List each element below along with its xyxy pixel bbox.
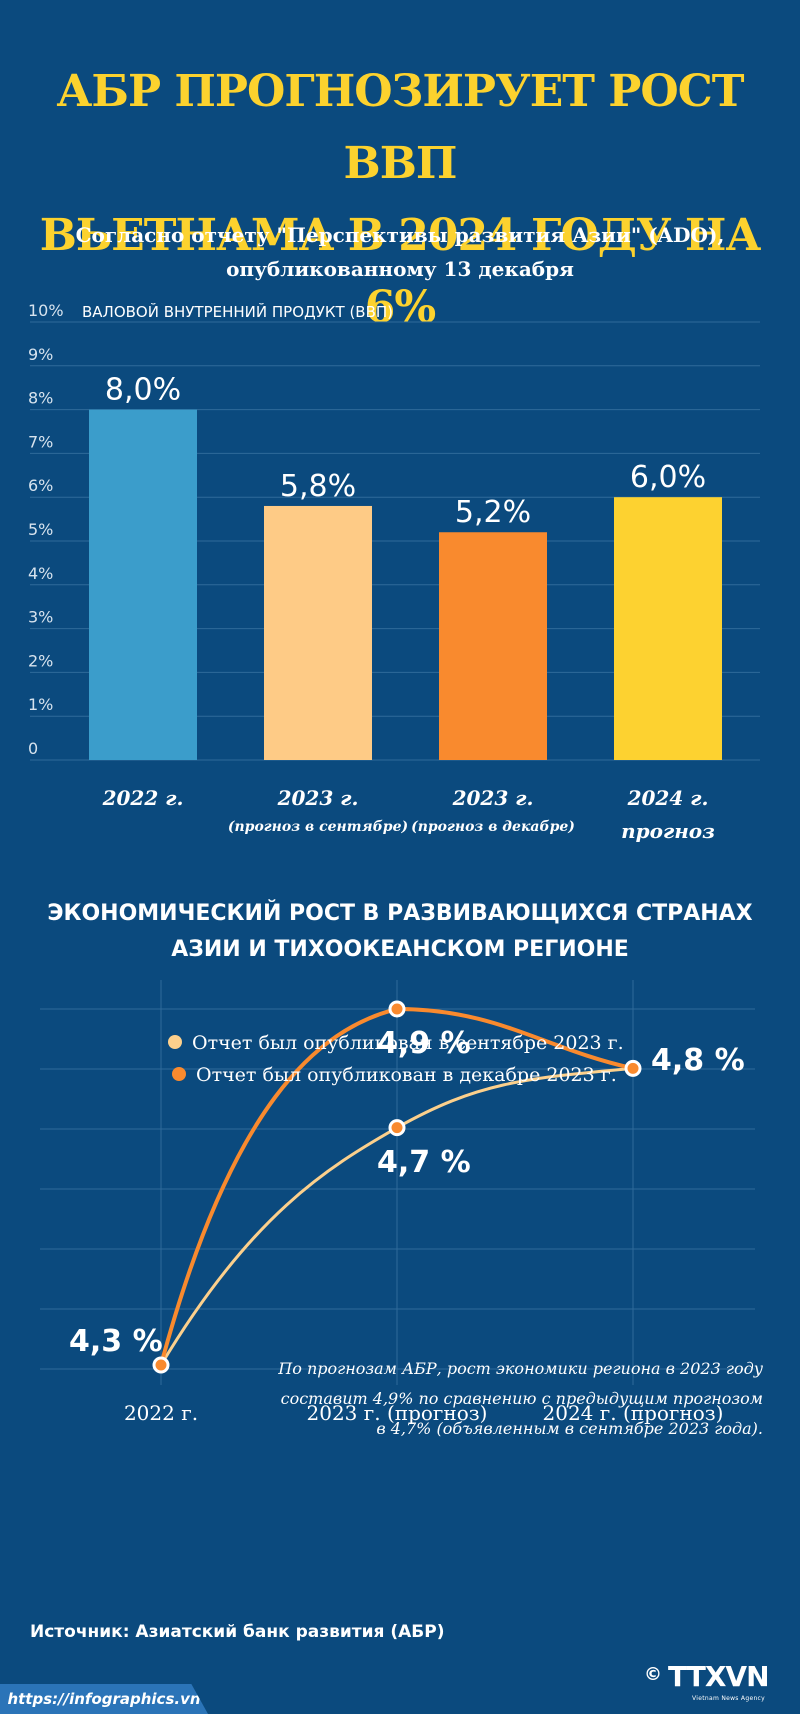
bar-ytick-label: 9%	[28, 345, 53, 364]
bar-1	[89, 410, 197, 760]
subtitle-line-1: Согласно отчету "Перспективы развития Аз…	[0, 218, 800, 252]
line-xtick-label: 2022 г.	[124, 1401, 198, 1425]
bar-ytick-label: 4%	[28, 564, 53, 583]
bar-ytick-label: 2%	[28, 651, 53, 670]
legend-label-september: Отчет был опубликован в сентябре 2023 г.	[192, 1032, 624, 1054]
point-2024	[626, 1061, 640, 1075]
bar-chart-title: ВАЛОВОЙ ВНУТРЕННИЙ ПРОДУКТ (ВВП)	[82, 302, 393, 321]
bar-category-sublabel: (прогноз в декабре)	[411, 819, 575, 835]
legend-item-september: Отчет был опубликован в сентябре 2023 г.	[168, 1028, 624, 1058]
note-line-1: По прогнозам АБР, рост экономики региона…	[230, 1354, 763, 1384]
bar-category-label: 2024 г.	[627, 786, 709, 810]
bar-ytick-label: 5%	[28, 520, 53, 539]
note-line-3: в 4,7% (объявленным в сентябре 2023 года…	[230, 1414, 763, 1444]
subtitle-line-2: опубликованному 13 декабря	[0, 252, 800, 286]
note-line-2: составит 4,9% по сравнению с предыдущим …	[230, 1384, 763, 1414]
point-label-2023-september: 4,7 %	[377, 1145, 471, 1180]
bar-2	[264, 506, 372, 760]
bar-value-label: 8,0%	[105, 373, 181, 408]
gdp-bar-chart: 0 1% 2% 3% 4% 5% 6% 7% 8% 9% 10% ВАЛОВОЙ ВНУТРЕННИЙ…	[0, 300, 800, 860]
point-label-2024: 4,8 %	[651, 1043, 745, 1078]
bar-value-label: 6,0%	[630, 460, 706, 495]
bar-3	[439, 532, 547, 760]
point-2023-september	[390, 1121, 404, 1135]
bar-category-label: 2022 г.	[102, 786, 184, 810]
bar-value-label: 5,2%	[455, 495, 531, 530]
bar-ytick-label: 1%	[28, 695, 53, 714]
legend-label-december: Отчет был опубликован в декабре 2023 г.	[196, 1064, 617, 1086]
regional-growth-line-chart: 4,3 %4,7 %4,9 % 4,8 %2022 г. 2023 г. (прог…	[0, 890, 800, 1550]
legend-item-december: Отчет был опубликован в декабре 2023 г.	[172, 1060, 617, 1090]
bar-ytick-label: 7%	[28, 432, 53, 451]
bar-ytick-label: 3%	[28, 608, 53, 627]
bar-ytick-label: 0	[28, 739, 38, 758]
forecast-note: По прогнозам АБР, рост экономики региона…	[230, 1354, 763, 1444]
bar-value-label: 5,8%	[280, 469, 356, 504]
page-subtitle: Согласно отчету "Перспективы развития Аз…	[0, 218, 800, 286]
bar-4	[614, 497, 722, 760]
bar-ytick-label: 10%	[28, 301, 64, 320]
legend-dot-september	[168, 1035, 182, 1049]
title-line-1: АБР ПРОГНОЗИРУЕТ РОСТ ВВП	[0, 56, 800, 200]
point-2022	[154, 1358, 168, 1372]
ttxvn-logo-subtitle: Vietnam News Agency	[692, 1695, 765, 1702]
bar-ytick-label: 6%	[28, 476, 53, 495]
source-text: Источник: Азиатский банк развития (АБР)	[30, 1622, 445, 1642]
ttxvn-logo: TTXVN	[668, 1660, 769, 1693]
point-2023-december	[390, 1002, 404, 1016]
bar-ytick-label: 8%	[28, 389, 53, 408]
website-link[interactable]: https://infographics.vn	[0, 1684, 208, 1714]
bar-category-sublabel: (прогноз в сентябре)	[228, 819, 408, 835]
bar-category-label: 2023 г.	[452, 786, 534, 810]
point-label-2022: 4,3 %	[69, 1324, 163, 1359]
bar-category-label: 2023 г.	[277, 786, 359, 810]
bar-category-sublabel: прогноз	[621, 819, 715, 843]
legend-dot-december	[172, 1067, 186, 1081]
copyright-icon: ©	[644, 1664, 662, 1685]
